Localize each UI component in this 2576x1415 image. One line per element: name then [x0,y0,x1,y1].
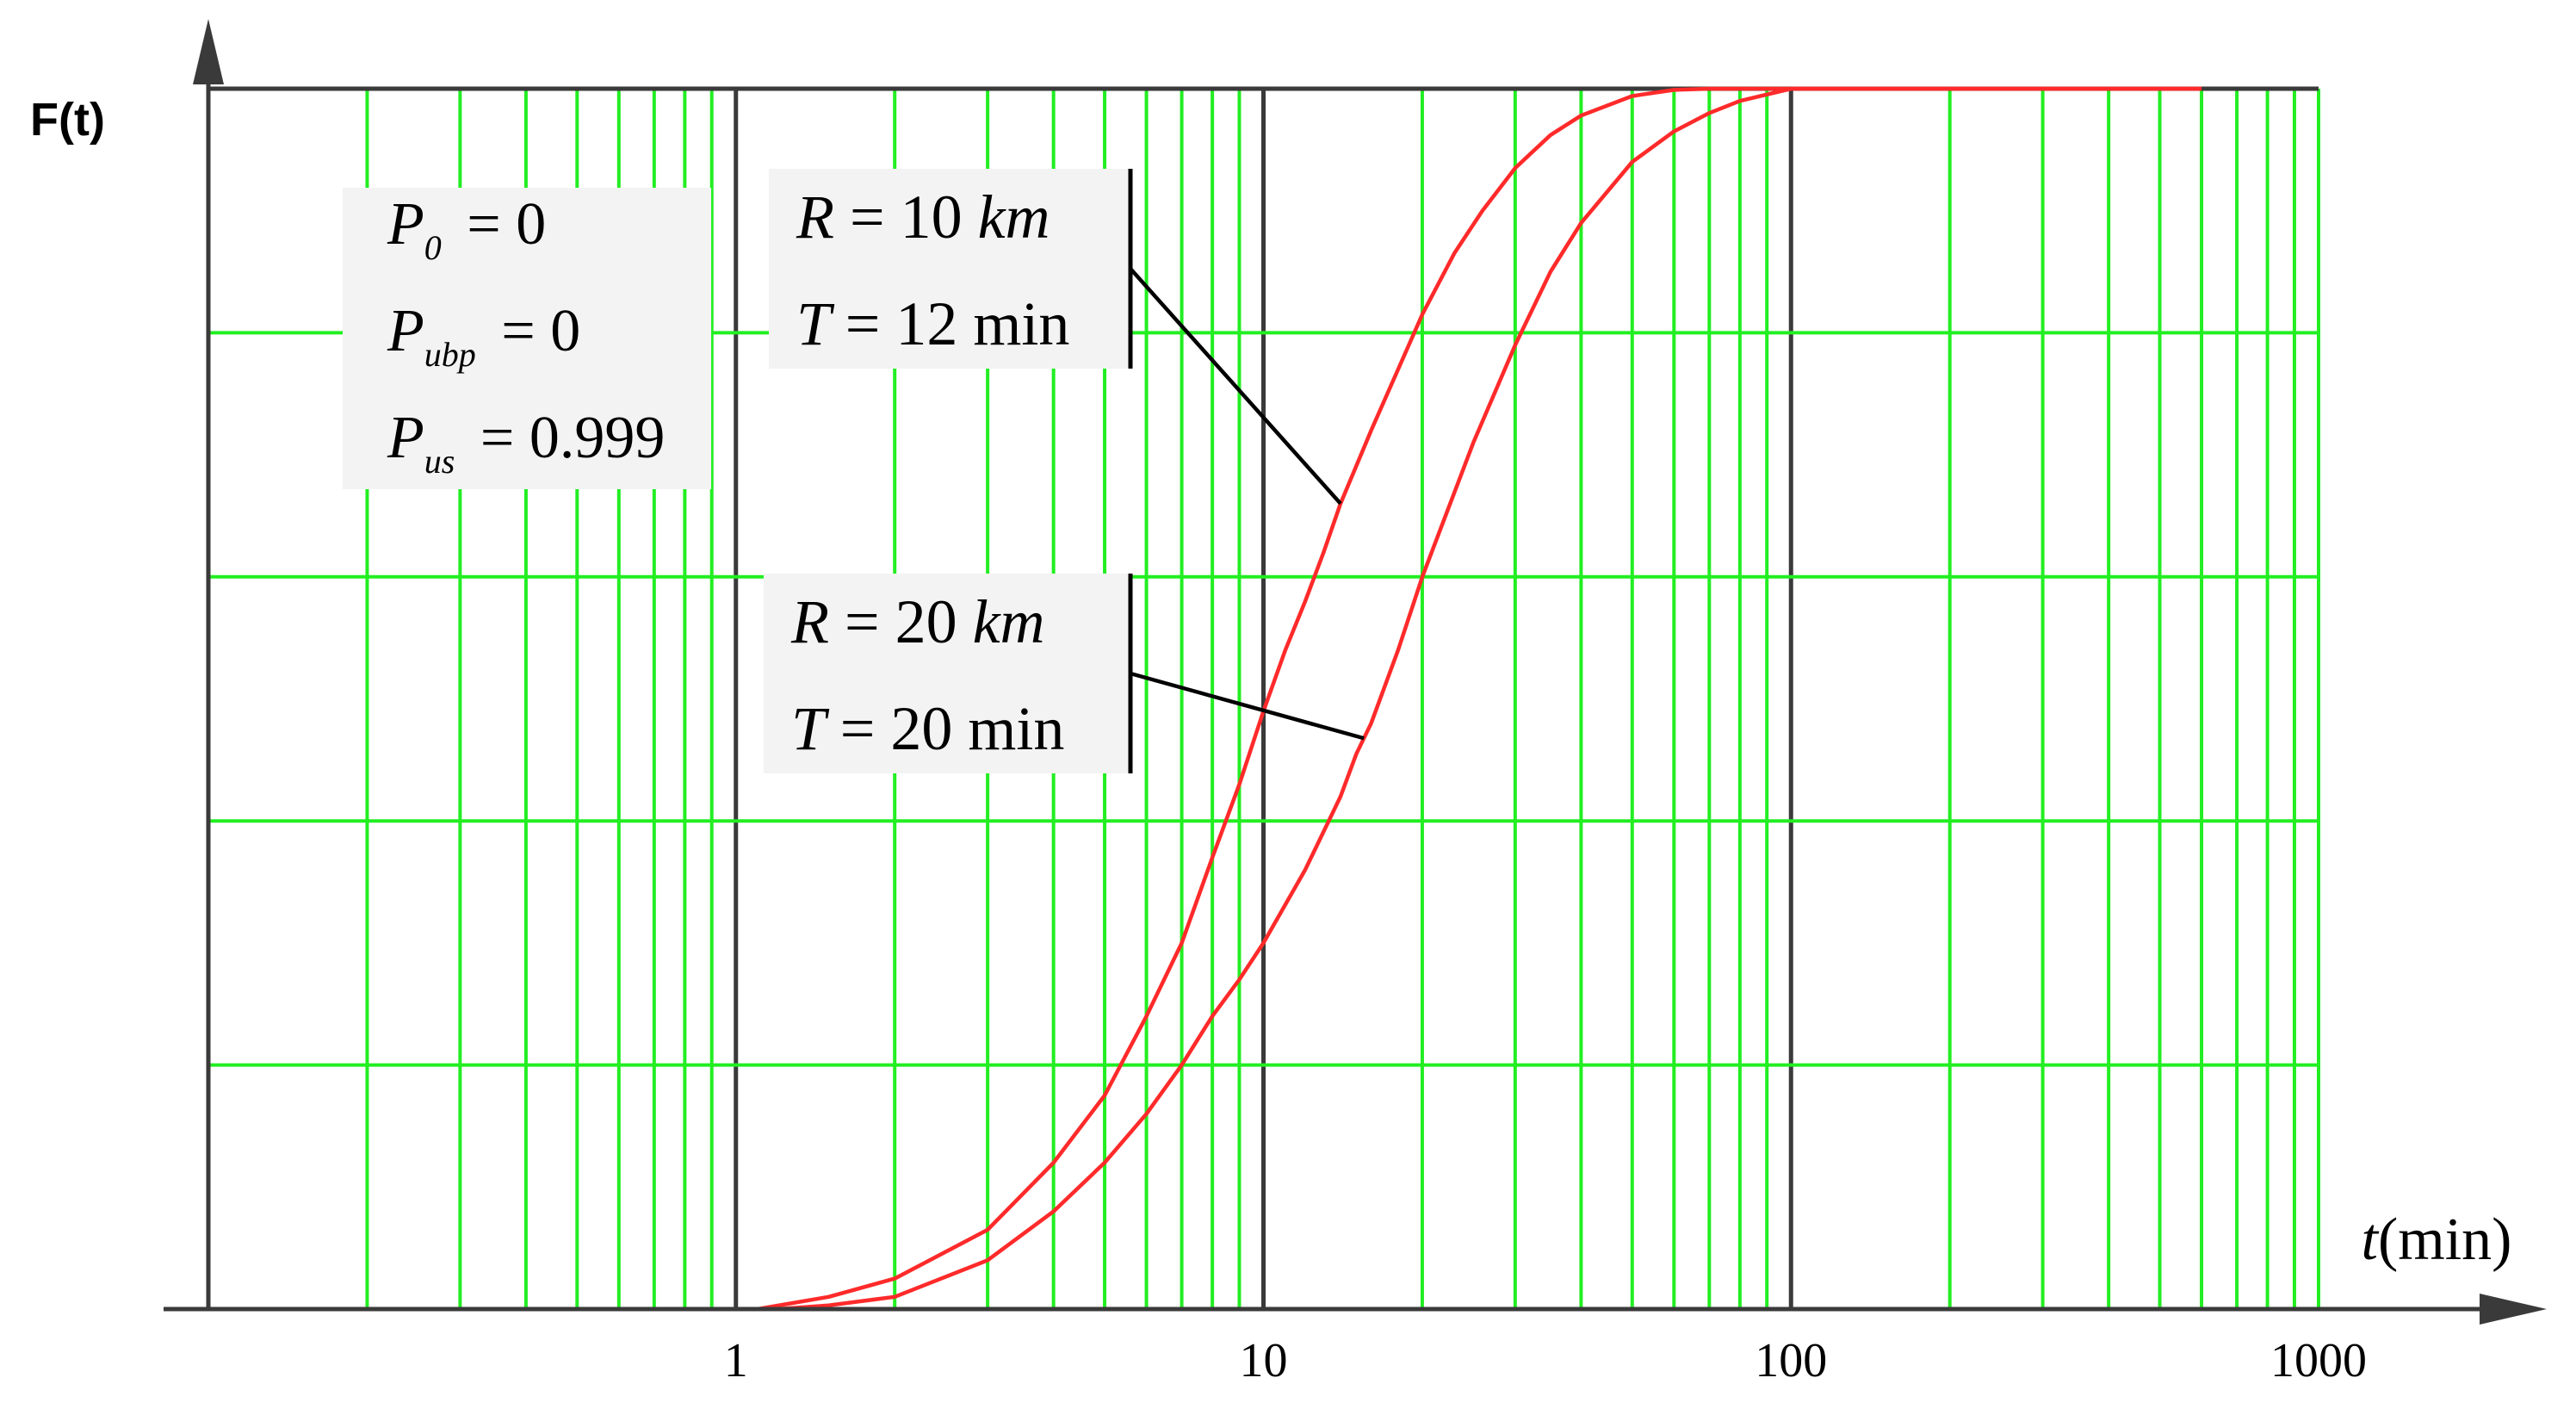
parameters-box: P0 = 0 Pubp = 0 Pus = 0.999 [343,188,711,489]
series-label-line: R = 20 km [790,587,1045,656]
series-leader-line [1130,671,1365,741]
series-label-line: R = 10 km [796,183,1050,251]
parameter-line: Pus = 0.999 [387,405,665,481]
series-labels: R = 10 km T = 12 min R = 20 km T = 20 min [764,169,1365,773]
parameter-line: P0 = 0 [387,191,546,267]
x-axis-arrow [2480,1294,2547,1325]
y-axis-arrow [193,19,224,84]
series-label-box [769,169,1130,369]
series-label-box [764,574,1130,773]
parameter-line: Pubp = 0 [387,298,580,374]
series-label-line: T = 20 min [791,694,1064,763]
x-tick-label: 1000 [2270,1334,2367,1387]
x-axis-label: t(min) [2362,1207,2512,1273]
series-label-line: T = 12 min [796,289,1069,358]
axes [164,19,2547,1325]
grid [365,89,2296,1309]
parameters-box-bg [343,188,711,489]
x-tick-labels: 1 10 100 1000 [724,1334,2367,1387]
x-tick-label: 10 [1240,1334,1288,1387]
x-tick-label: 1 [724,1334,748,1387]
y-axis-label: F(t) [30,94,105,146]
series-leader-line [1129,267,1342,506]
x-tick-label: 100 [1755,1334,1827,1387]
